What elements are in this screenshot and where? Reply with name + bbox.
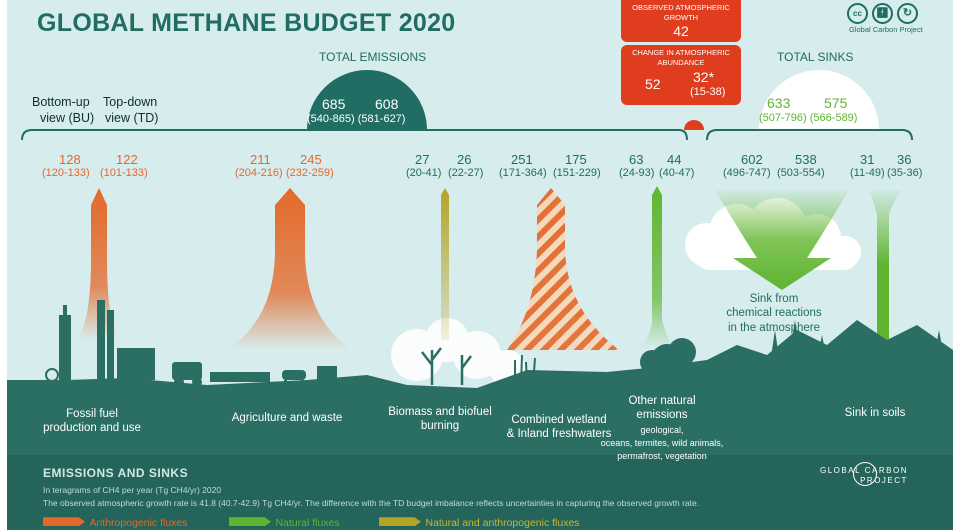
gcp-logo-circle [853, 462, 877, 486]
soil-sink-label: Sink in soils [844, 407, 906, 419]
other-natural-label: Other natural emissions [628, 395, 696, 422]
change-abundance-td: 32* [693, 69, 715, 85]
by-icon: 🚹︎ [872, 3, 893, 24]
total-sinks-label: TOTAL SINKS [777, 50, 854, 64]
legend-swatch [229, 517, 271, 527]
bottom-up-view-label: Bottom-up view (BU) [32, 95, 95, 125]
page-title: GLOBAL METHANE BUDGET 2020 [37, 9, 456, 37]
legend-mixed: Natural and anthropogenic fluxes [379, 512, 580, 530]
change-dome [684, 120, 704, 130]
chemical-sink-label: Sink from chemical reactions in the atmo… [726, 293, 822, 334]
observed-growth-label: OBSERVED ATMOSPHERIC GROWTH [632, 3, 730, 22]
agriculture-label: Agriculture and waste [231, 412, 343, 424]
legend-swatch [379, 517, 421, 527]
change-abundance-bu: 52 [645, 76, 661, 92]
cc-icon: cc [847, 3, 868, 24]
fossil-fuel-label: Fossil fuel production and use [43, 408, 141, 435]
total-emissions-label: TOTAL EMISSIONS [319, 50, 427, 64]
units-note: In teragrams of CH4 per year (Tg CH4/yr)… [43, 485, 222, 495]
total-emissions-dome [307, 70, 427, 130]
change-abundance-label: CHANGE IN ATMOSPHERIC ABUNDANCE [632, 48, 730, 67]
growth-rate-note: The observed atmospheric growth rate is … [43, 498, 700, 508]
wetland-label: Combined wetland & Inland freshwaters [506, 414, 612, 441]
observed-growth-box [621, 0, 741, 42]
legend-anthropogenic: Anthropogenic fluxes [43, 512, 188, 530]
gcp-logo: GLOBAL CARBON PROJECT [819, 462, 909, 487]
other-natural-detail: geological, oceans, termites, wild anima… [600, 425, 724, 462]
footer-heading: EMISSIONS AND SINKS [43, 466, 189, 480]
methane-budget-infographic: GLOBAL METHANE BUDGET 2020 cc 🚹︎ ↻ Globa… [7, 0, 953, 530]
total-emissions-ranges: (540-865) (581-627) [307, 113, 406, 125]
license-icons: cc 🚹︎ ↻ [847, 3, 918, 24]
total-sinks-values: 633 575 [767, 95, 848, 111]
observed-growth-value: 42 [673, 23, 689, 39]
legend-swatch [43, 517, 85, 527]
org-name: Global Carbon Project [849, 25, 923, 34]
top-down-view-label: Top-down view (TD) [103, 95, 159, 125]
total-sinks-dome [759, 70, 879, 130]
change-abundance-box [621, 45, 741, 105]
share-alike-icon: ↻ [897, 3, 918, 24]
total-sinks-ranges: (507-796) (566-589) [759, 112, 858, 124]
biomass-label: Biomass and biofuel burning [388, 406, 492, 433]
change-abundance-td-range: (15-38) [690, 86, 726, 98]
legend-natural: Natural fluxes [229, 512, 340, 530]
background-art [7, 70, 953, 530]
